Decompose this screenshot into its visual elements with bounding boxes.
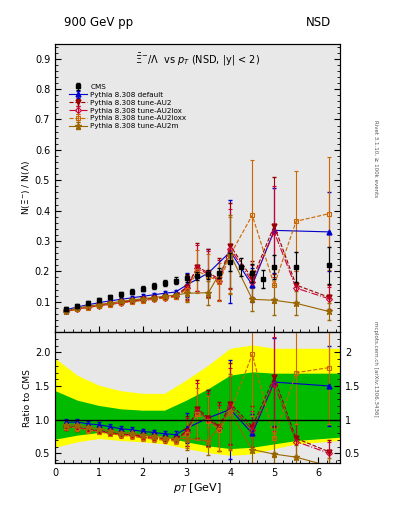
Text: mcplots.cern.ch [arXiv:1306.3436]: mcplots.cern.ch [arXiv:1306.3436] (373, 321, 378, 416)
Text: $\bar{\Xi}^{-}/\Lambda$  vs $p_{T}$ (NSD, |y| < 2): $\bar{\Xi}^{-}/\Lambda$ vs $p_{T}$ (NSD,… (135, 52, 260, 68)
Text: Rivet 3.1.10, ≥ 100k events: Rivet 3.1.10, ≥ 100k events (373, 120, 378, 197)
Text: 900 GeV pp: 900 GeV pp (64, 16, 133, 29)
Y-axis label: N($\Xi^{-}$) / N($\Lambda$): N($\Xi^{-}$) / N($\Lambda$) (20, 160, 32, 216)
Y-axis label: Ratio to CMS: Ratio to CMS (23, 369, 32, 426)
Legend: CMS, Pythia 8.308 default, Pythia 8.308 tune-AU2, Pythia 8.308 tune-AU2lox, Pyth: CMS, Pythia 8.308 default, Pythia 8.308 … (67, 82, 189, 132)
Text: NSD: NSD (306, 16, 331, 29)
X-axis label: $p_{T}$ [GeV]: $p_{T}$ [GeV] (173, 481, 222, 495)
